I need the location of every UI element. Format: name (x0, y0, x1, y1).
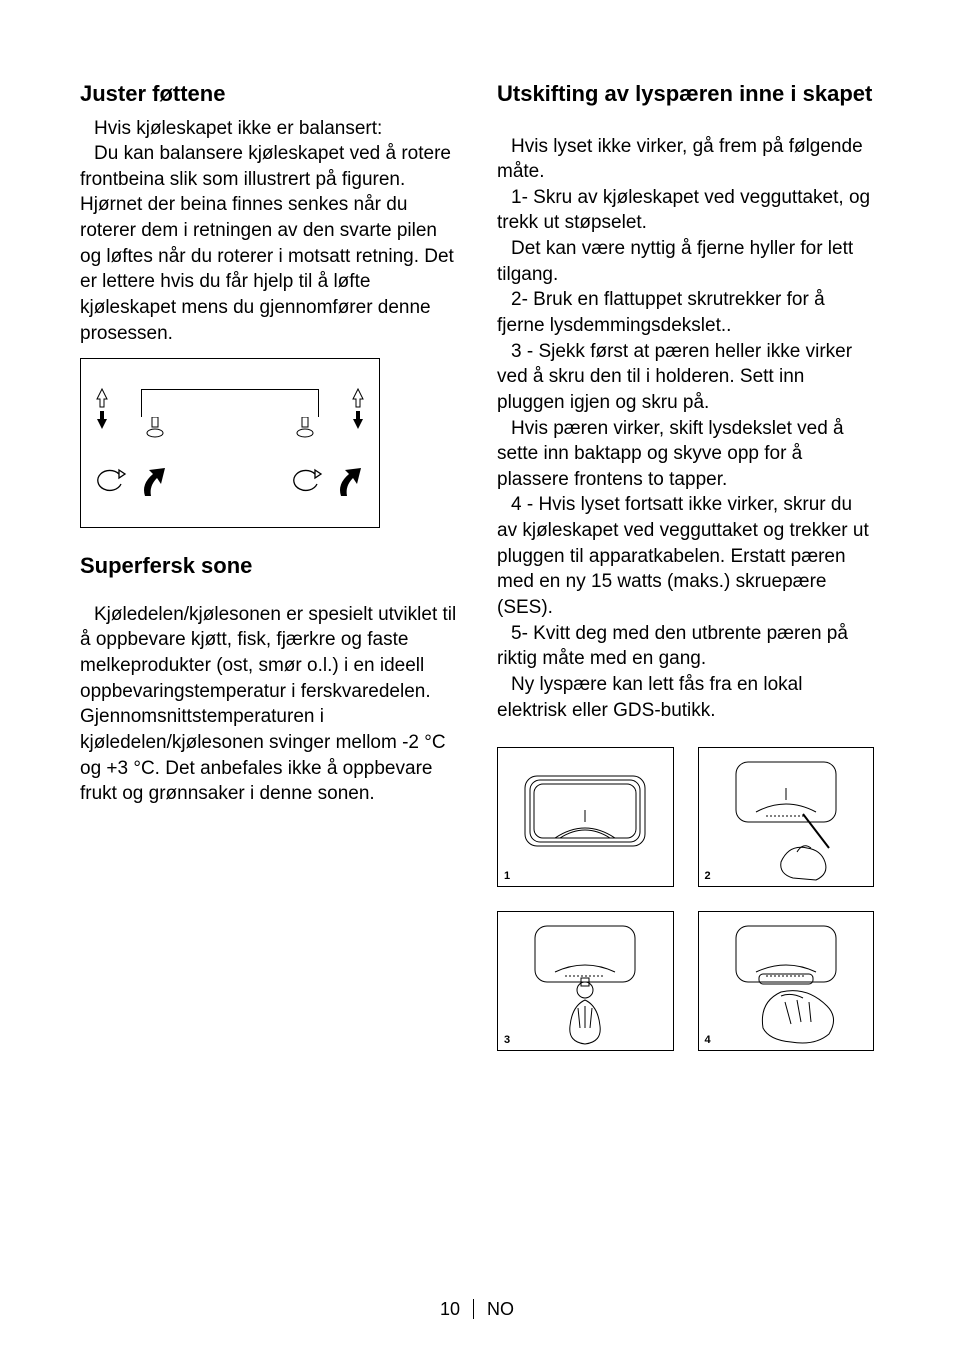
heading-adjust-feet: Juster føttene (80, 80, 457, 108)
up-arrow-outline-icon (351, 387, 365, 431)
figure-number: 1 (504, 870, 510, 882)
foot-icon (147, 417, 163, 439)
lamp-cover-icon (510, 762, 660, 872)
para-bulb-1: Hvis lyset ikke virker, gå frem på følge… (497, 134, 874, 185)
bulb-figure-4: 4 (698, 911, 875, 1051)
left-column: Juster føttene Hvis kjøleskapet ikke er … (80, 80, 457, 1254)
figure-number: 4 (705, 1034, 711, 1046)
rotate-cw-solid-icon (335, 466, 365, 505)
heading-bulb-replace: Utskifting av lyspæren inne i skapet (497, 80, 874, 108)
bulb-figure-1: 1 (497, 747, 674, 887)
para-bulb-3: Det kan være nyttig å fjerne hyller for … (497, 236, 874, 287)
bulb-figure-2: 2 (698, 747, 875, 887)
para-bulb-8: 5- Kvitt deg med den utbrente pæren på r… (497, 621, 874, 672)
para-bulb-9: Ny lyspære kan lett fås fra en lokal ele… (497, 672, 874, 723)
language-code: NO (487, 1299, 514, 1319)
foot-icon (297, 417, 313, 439)
para-bulb-5: 3 - Sjekk først at pæren heller ikke vir… (497, 339, 874, 416)
figure-feet-adjustment (80, 358, 380, 528)
lamp-bulb-hand-icon (510, 916, 660, 1046)
figure-number: 3 (504, 1034, 510, 1046)
bulb-figure-3: 3 (497, 911, 674, 1051)
lamp-cover-hand-icon (711, 916, 861, 1046)
page-footer: 10 NO (0, 1299, 954, 1320)
para-feet-1: Hvis kjøleskapet ikke er balansert: (80, 116, 457, 142)
para-bulb-7: 4 - Hvis lyset fortsatt ikke virker, skr… (497, 492, 874, 620)
figure-number: 2 (705, 870, 711, 882)
up-arrow-outline-icon (95, 387, 109, 431)
right-column: Utskifting av lyspæren inne i skapet Hvi… (497, 80, 874, 1254)
para-feet-2: Du kan balansere kjøleskapet ved å roter… (80, 141, 457, 346)
para-superfresh-1: Kjøledelen/kjølesonen er spesielt utvikl… (80, 602, 457, 705)
rotate-ccw-icon (95, 468, 129, 503)
para-bulb-4: 2- Bruk en flattuppet skrutrekker for å … (497, 287, 874, 338)
page-number: 10 (440, 1299, 460, 1319)
heading-superfresh: Superfersk sone (80, 552, 457, 580)
bulb-figure-grid: 1 2 (497, 747, 874, 1051)
rotate-cw-solid-icon (139, 466, 169, 505)
para-bulb-2: 1- Skru av kjøleskapet ved vegguttaket, … (497, 185, 874, 236)
rotate-ccw-icon (291, 468, 325, 503)
para-bulb-6: Hvis pæren virker, skift lysdekslet ved … (497, 416, 874, 493)
para-superfresh-2: Gjennomsnittstemperaturen i kjøledelen/k… (80, 704, 457, 807)
lamp-screwdriver-icon (711, 752, 861, 882)
